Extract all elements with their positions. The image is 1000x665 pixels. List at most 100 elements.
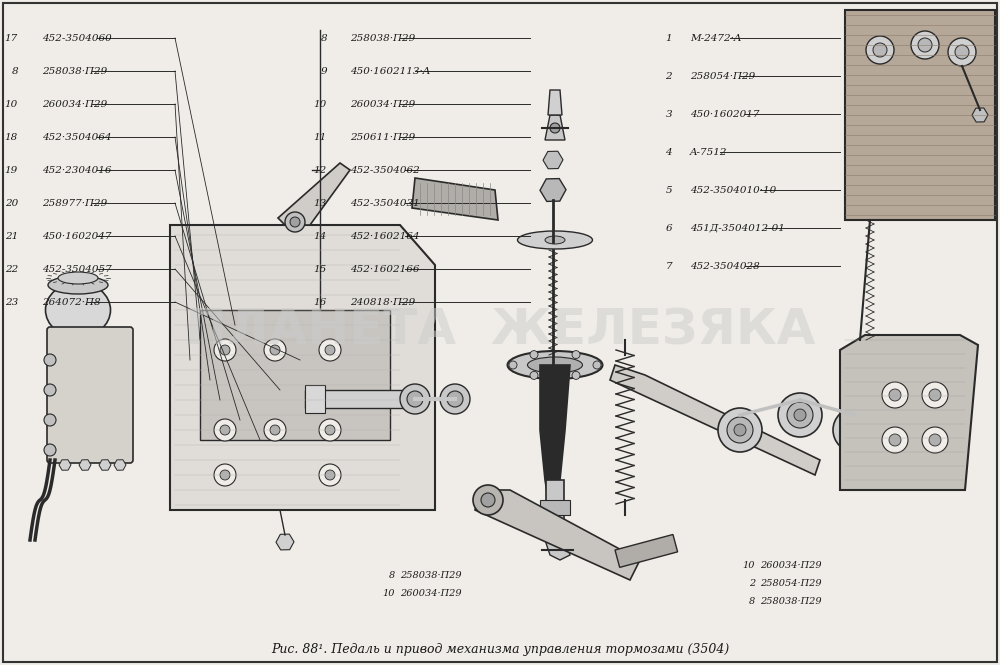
Bar bbox=[615, 535, 678, 567]
Text: M-2472·A: M-2472·A bbox=[690, 33, 741, 43]
Text: 10: 10 bbox=[5, 100, 18, 108]
Text: 5: 5 bbox=[665, 186, 672, 194]
Circle shape bbox=[894, 439, 906, 451]
Circle shape bbox=[929, 389, 941, 401]
Text: 260034·П29: 260034·П29 bbox=[400, 589, 462, 597]
Text: 2: 2 bbox=[665, 72, 672, 80]
Circle shape bbox=[530, 371, 538, 380]
Circle shape bbox=[530, 350, 538, 358]
Circle shape bbox=[572, 371, 580, 380]
Polygon shape bbox=[545, 115, 565, 140]
Text: 15: 15 bbox=[314, 265, 327, 273]
Polygon shape bbox=[840, 335, 978, 490]
Polygon shape bbox=[610, 365, 820, 475]
Text: 22: 22 bbox=[5, 265, 18, 273]
Circle shape bbox=[866, 36, 894, 64]
Text: 264072·П8: 264072·П8 bbox=[42, 297, 101, 307]
Text: 16: 16 bbox=[314, 297, 327, 307]
Circle shape bbox=[929, 434, 941, 446]
Circle shape bbox=[220, 425, 230, 435]
Circle shape bbox=[447, 391, 463, 407]
Circle shape bbox=[319, 339, 341, 361]
Circle shape bbox=[718, 408, 762, 452]
Circle shape bbox=[481, 493, 495, 507]
Circle shape bbox=[264, 419, 286, 441]
Circle shape bbox=[778, 393, 822, 437]
Circle shape bbox=[290, 217, 300, 227]
Circle shape bbox=[214, 339, 236, 361]
Circle shape bbox=[889, 434, 901, 446]
Circle shape bbox=[889, 389, 901, 401]
Circle shape bbox=[593, 361, 601, 369]
Text: 260034·П29: 260034·П29 bbox=[350, 100, 415, 108]
Text: 11: 11 bbox=[314, 132, 327, 142]
Text: 19: 19 bbox=[5, 166, 18, 174]
Circle shape bbox=[440, 384, 470, 414]
Circle shape bbox=[794, 409, 806, 421]
Circle shape bbox=[270, 345, 280, 355]
Text: 260034·П29: 260034·П29 bbox=[42, 100, 107, 108]
Bar bbox=[305, 390, 405, 408]
Text: 260034·П29: 260034·П29 bbox=[760, 561, 822, 569]
Text: 258038·П29: 258038·П29 bbox=[400, 571, 462, 579]
Text: 8: 8 bbox=[749, 597, 755, 606]
Text: 2: 2 bbox=[749, 579, 755, 587]
Circle shape bbox=[878, 423, 922, 467]
Text: 250611·П29: 250611·П29 bbox=[350, 132, 415, 142]
Circle shape bbox=[873, 43, 887, 57]
Ellipse shape bbox=[48, 276, 108, 294]
Text: 7: 7 bbox=[665, 261, 672, 271]
Circle shape bbox=[44, 444, 56, 456]
Circle shape bbox=[948, 38, 976, 66]
Ellipse shape bbox=[518, 231, 592, 249]
Polygon shape bbox=[278, 163, 350, 225]
Circle shape bbox=[550, 123, 560, 133]
Polygon shape bbox=[170, 225, 435, 510]
Circle shape bbox=[911, 31, 939, 59]
Polygon shape bbox=[475, 490, 640, 580]
Bar bbox=[540, 500, 570, 515]
Text: 258038·П29: 258038·П29 bbox=[350, 33, 415, 43]
Circle shape bbox=[264, 339, 286, 361]
Circle shape bbox=[955, 45, 969, 59]
Circle shape bbox=[285, 212, 305, 232]
Circle shape bbox=[473, 485, 503, 515]
Circle shape bbox=[220, 345, 230, 355]
Circle shape bbox=[325, 470, 335, 480]
Text: 6: 6 bbox=[665, 223, 672, 233]
Circle shape bbox=[325, 345, 335, 355]
Circle shape bbox=[509, 361, 517, 369]
Circle shape bbox=[220, 470, 230, 480]
Text: 452·2304016: 452·2304016 bbox=[42, 166, 112, 174]
Circle shape bbox=[887, 432, 913, 458]
Text: 452-3504010·10: 452-3504010·10 bbox=[690, 186, 776, 194]
Text: 12: 12 bbox=[314, 166, 327, 174]
Text: ПЛАНЕТА  ЖЕЛЕЗЯКА: ПЛАНЕТА ЖЕЛЕЗЯКА bbox=[185, 306, 815, 354]
Ellipse shape bbox=[58, 272, 98, 284]
Text: 240818·П29: 240818·П29 bbox=[350, 297, 415, 307]
Text: 452-3504057: 452-3504057 bbox=[42, 265, 112, 273]
Circle shape bbox=[270, 425, 280, 435]
Text: 10: 10 bbox=[742, 561, 755, 569]
Text: 20: 20 bbox=[5, 198, 18, 207]
Ellipse shape bbox=[545, 236, 565, 244]
Circle shape bbox=[882, 382, 908, 408]
FancyBboxPatch shape bbox=[47, 327, 133, 463]
Polygon shape bbox=[412, 178, 498, 220]
Circle shape bbox=[787, 402, 813, 428]
Text: 452·1602166: 452·1602166 bbox=[350, 265, 420, 273]
Circle shape bbox=[842, 417, 868, 443]
Bar bbox=[546, 480, 564, 540]
Text: 452·3504064: 452·3504064 bbox=[42, 132, 112, 142]
Text: 452·1602164: 452·1602164 bbox=[350, 231, 420, 241]
Text: 4: 4 bbox=[665, 148, 672, 156]
Polygon shape bbox=[548, 90, 562, 115]
Ellipse shape bbox=[46, 283, 111, 338]
Text: 3: 3 bbox=[665, 110, 672, 118]
Text: 1: 1 bbox=[665, 33, 672, 43]
Text: 258054·П29: 258054·П29 bbox=[760, 579, 822, 587]
Text: 17: 17 bbox=[5, 33, 18, 43]
Text: 452-3504028: 452-3504028 bbox=[690, 261, 760, 271]
Circle shape bbox=[44, 414, 56, 426]
Text: 8: 8 bbox=[320, 33, 327, 43]
